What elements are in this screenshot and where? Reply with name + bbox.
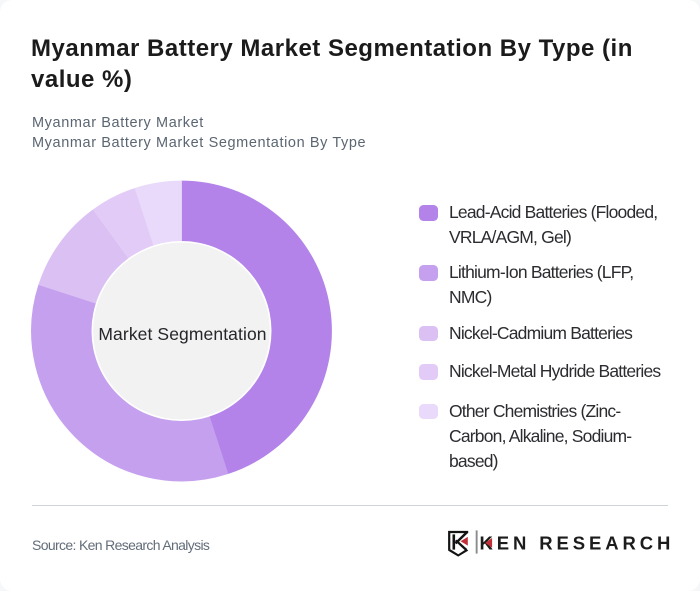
- svg-text:KEN RESEARCH: KEN RESEARCH: [480, 533, 675, 554]
